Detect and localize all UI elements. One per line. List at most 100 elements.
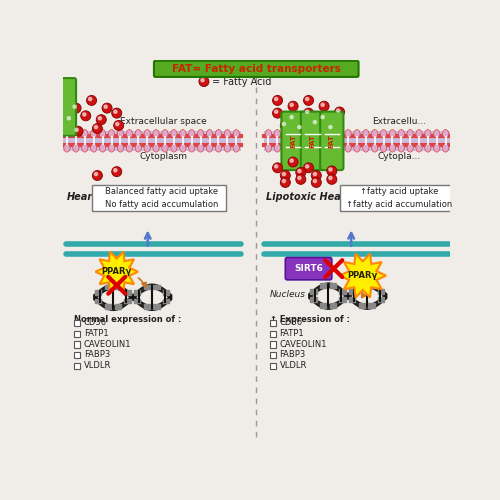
Text: CD36: CD36 [280,318,302,327]
Ellipse shape [442,130,448,138]
Circle shape [274,98,278,100]
FancyBboxPatch shape [282,112,304,170]
Circle shape [304,163,314,173]
Circle shape [321,116,324,118]
Circle shape [304,108,314,118]
Circle shape [306,110,309,114]
FancyArrowPatch shape [138,278,146,287]
Circle shape [327,166,337,176]
Ellipse shape [100,130,105,138]
Circle shape [314,180,316,182]
Text: CAVEOLIN1: CAVEOLIN1 [280,340,327,348]
Ellipse shape [118,144,124,152]
Ellipse shape [216,144,222,152]
Circle shape [201,78,204,82]
Bar [270,342,276,347]
Ellipse shape [310,130,316,138]
Ellipse shape [283,130,289,138]
Ellipse shape [135,130,141,138]
Circle shape [288,114,298,124]
Polygon shape [340,254,386,298]
Ellipse shape [407,130,413,138]
Text: FATP1: FATP1 [280,329,304,338]
Ellipse shape [118,130,124,138]
Circle shape [298,126,301,128]
Text: Extracellular space: Extracellular space [120,117,206,126]
Circle shape [296,174,306,184]
Text: SIRT6: SIRT6 [294,264,323,273]
Bar [62,131,241,151]
Circle shape [329,168,332,171]
Ellipse shape [425,144,431,152]
Text: FABP3: FABP3 [280,350,306,360]
Circle shape [104,105,108,108]
Text: Lipotoxic Heart: Lipotoxic Heart [266,192,350,202]
Circle shape [274,110,278,114]
Circle shape [329,176,332,180]
FancyBboxPatch shape [154,61,358,77]
Ellipse shape [266,144,272,152]
Ellipse shape [274,144,280,152]
Circle shape [88,98,92,100]
Ellipse shape [206,130,212,138]
Ellipse shape [310,144,316,152]
Ellipse shape [162,144,168,152]
Circle shape [306,98,309,100]
Circle shape [65,114,76,124]
Ellipse shape [292,130,298,138]
Ellipse shape [380,144,386,152]
Ellipse shape [318,130,324,138]
Bar [74,330,80,337]
Text: Normal expression of :: Normal expression of : [74,315,182,324]
Circle shape [272,163,282,173]
Ellipse shape [73,130,79,138]
Circle shape [94,172,98,176]
Circle shape [199,76,209,86]
Circle shape [112,166,122,176]
Ellipse shape [354,130,360,138]
Ellipse shape [292,144,298,152]
Ellipse shape [283,144,289,152]
Circle shape [314,120,316,124]
FancyBboxPatch shape [320,112,344,170]
Circle shape [86,96,97,106]
Circle shape [114,120,124,130]
Circle shape [280,170,290,180]
Text: VLDLR: VLDLR [84,361,111,370]
Circle shape [94,126,98,128]
Ellipse shape [73,144,79,152]
Circle shape [306,165,309,168]
Text: FAT= Fatty acid transporters: FAT= Fatty acid transporters [172,64,340,74]
Text: ↑ Expression of :: ↑ Expression of : [270,315,350,324]
Ellipse shape [363,144,369,152]
Ellipse shape [274,130,280,138]
Text: FATP1: FATP1 [84,329,108,338]
Ellipse shape [144,130,150,138]
Ellipse shape [100,144,105,152]
Ellipse shape [266,130,272,138]
Ellipse shape [224,144,230,152]
Ellipse shape [82,144,88,152]
Circle shape [290,116,294,118]
Ellipse shape [390,130,396,138]
Ellipse shape [336,130,342,138]
Text: FAT: FAT [310,134,316,148]
Ellipse shape [233,144,239,152]
Circle shape [298,170,301,172]
Text: Cytopla...: Cytopla... [378,152,421,161]
Ellipse shape [90,144,97,152]
Circle shape [280,120,290,130]
Text: VLDLR: VLDLR [280,361,307,370]
Circle shape [282,172,286,176]
Text: FAT: FAT [290,134,296,148]
Ellipse shape [233,130,239,138]
Circle shape [296,168,306,177]
Ellipse shape [162,130,168,138]
Ellipse shape [390,144,396,152]
Bar [270,330,276,337]
Ellipse shape [398,130,404,138]
Circle shape [116,122,119,126]
Ellipse shape [108,130,114,138]
Ellipse shape [372,144,378,152]
Ellipse shape [108,144,114,152]
